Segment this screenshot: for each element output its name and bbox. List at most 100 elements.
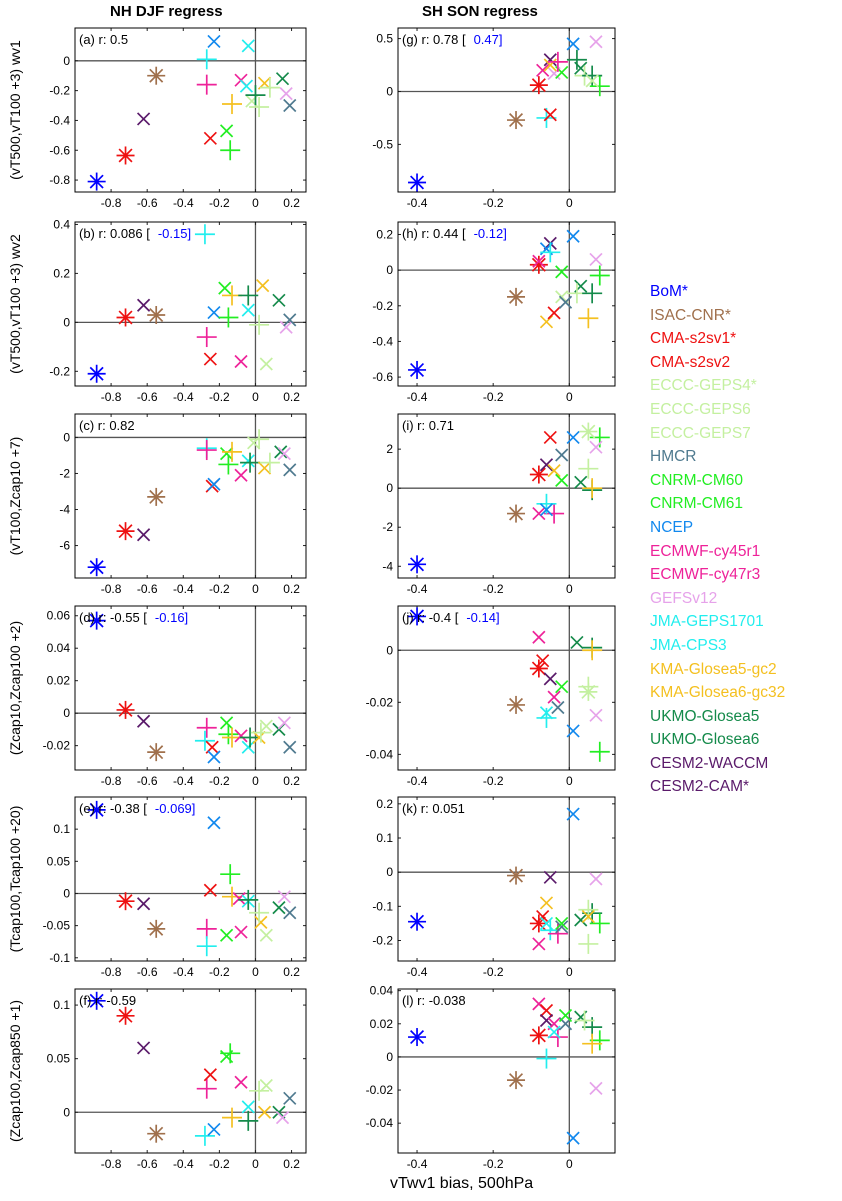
data-point [579, 422, 598, 441]
y-tick-label: -0.2 [372, 934, 393, 948]
y-tick-label: 0 [63, 54, 70, 68]
data-point [240, 727, 261, 748]
marker-stroke [232, 892, 246, 906]
marker-stroke [532, 937, 546, 951]
data-point [136, 112, 151, 126]
marker-stroke [410, 175, 425, 190]
data-point [536, 707, 557, 728]
data-point [540, 242, 561, 263]
marker-stroke [241, 454, 255, 468]
data-point [539, 503, 554, 517]
data-point [136, 1041, 151, 1055]
panel-label: (k) r: 0.051 [402, 801, 465, 816]
marker-stroke [203, 352, 217, 366]
marker-stroke [581, 909, 595, 924]
y-tick-label: -0.1 [372, 899, 393, 913]
marker-stroke [558, 295, 573, 309]
y-tick-label: -6 [59, 539, 70, 553]
data-point [249, 97, 270, 118]
data-point [555, 265, 569, 279]
marker-stroke [149, 68, 164, 83]
data-point [555, 916, 569, 931]
data-point [408, 555, 427, 574]
x-tick-label: -0.6 [137, 390, 158, 404]
panel-b: -0.8 -0.6 -0.4 -0.2 0 0.2 -0.2 0 0.2 0.4 (b) r: 0.… [7, 217, 307, 404]
legend-entry: CMA-s2sv2 [650, 353, 731, 371]
marker-stroke [543, 53, 557, 67]
x-tick-label: -0.2 [483, 1157, 504, 1171]
marker-stroke [531, 661, 546, 676]
marker-stroke [566, 430, 580, 445]
x-tick-label: 0 [252, 774, 259, 788]
y-tick-label: 0 [63, 706, 70, 720]
marker-stroke [531, 1028, 546, 1043]
x-tick-label: 0 [252, 390, 259, 404]
x-tick-label: -0.4 [407, 582, 428, 596]
x-tick-label: 0.2 [283, 390, 300, 404]
data-point [219, 716, 234, 730]
data-point [241, 39, 255, 53]
y-tick-label: 0.05 [47, 1052, 71, 1066]
data-point [574, 913, 588, 927]
marker-stroke [555, 916, 569, 931]
data-point [203, 352, 217, 366]
y-tick-label: 0.06 [47, 609, 71, 623]
y-axis-label: (Zcap10,Zcap100 +2) [7, 621, 23, 755]
data-point [196, 327, 217, 348]
y-tick-label: 0 [63, 886, 70, 900]
marker-stroke [566, 1131, 580, 1145]
legend-entry: ISAC-CNR* [650, 306, 731, 324]
data-point [234, 468, 248, 482]
marker-stroke [543, 672, 557, 686]
panel-stat-bracket: -0.14] [466, 610, 499, 625]
data-point [589, 872, 603, 886]
x-tick-label: 0.2 [283, 1157, 300, 1171]
y-tick-label: 0.1 [376, 831, 393, 845]
data-point [582, 478, 603, 499]
marker-stroke [257, 1105, 272, 1119]
data-point [232, 892, 246, 906]
marker-stroke [207, 1122, 221, 1137]
data-point [539, 896, 554, 910]
marker-stroke [259, 719, 273, 733]
legend-entry: NCEP [650, 518, 694, 536]
marker-stroke [241, 1100, 255, 1114]
marker-stroke [272, 293, 286, 307]
marker-stroke [547, 1025, 561, 1039]
y-tick-label: 0.2 [53, 266, 70, 280]
x-tick-label: -0.2 [483, 390, 504, 404]
panel-annotation: (a) r: 0.5 [79, 32, 128, 47]
data-point [555, 920, 569, 934]
data-point [207, 1122, 221, 1137]
marker-stroke [219, 928, 234, 942]
legend-entry: CNRM-CM60 [650, 471, 743, 489]
x-tick-label: 0 [252, 1157, 259, 1171]
x-tick-label: -0.2 [483, 965, 504, 979]
legend-entry: BoM* [650, 283, 688, 300]
marker-stroke [149, 745, 164, 760]
data-point [274, 445, 288, 459]
marker-stroke [118, 148, 133, 163]
data-point [539, 1013, 554, 1028]
marker-stroke [539, 896, 554, 910]
x-tick-label: -0.6 [137, 196, 158, 210]
legend-entry: UKMO-Glosea5 [650, 707, 760, 725]
marker-stroke [555, 65, 569, 80]
legend-entry: ECCC-GEPS7 [650, 424, 751, 442]
marker-stroke [118, 702, 133, 717]
marker-stroke [239, 79, 254, 93]
marker-stroke [543, 108, 557, 122]
panel-frame [397, 988, 616, 1154]
marker-stroke [589, 872, 603, 886]
data-point [87, 172, 106, 191]
y-tick-label: 0.02 [370, 1017, 394, 1031]
data-point [136, 528, 151, 542]
marker-stroke [539, 458, 554, 472]
data-point [207, 816, 221, 830]
data-point [256, 279, 270, 293]
data-point [272, 901, 286, 915]
marker-stroke [566, 807, 580, 821]
y-tick-label: -0.02 [43, 739, 71, 753]
y-tick-label: -2 [382, 520, 393, 534]
marker-stroke [509, 697, 524, 712]
